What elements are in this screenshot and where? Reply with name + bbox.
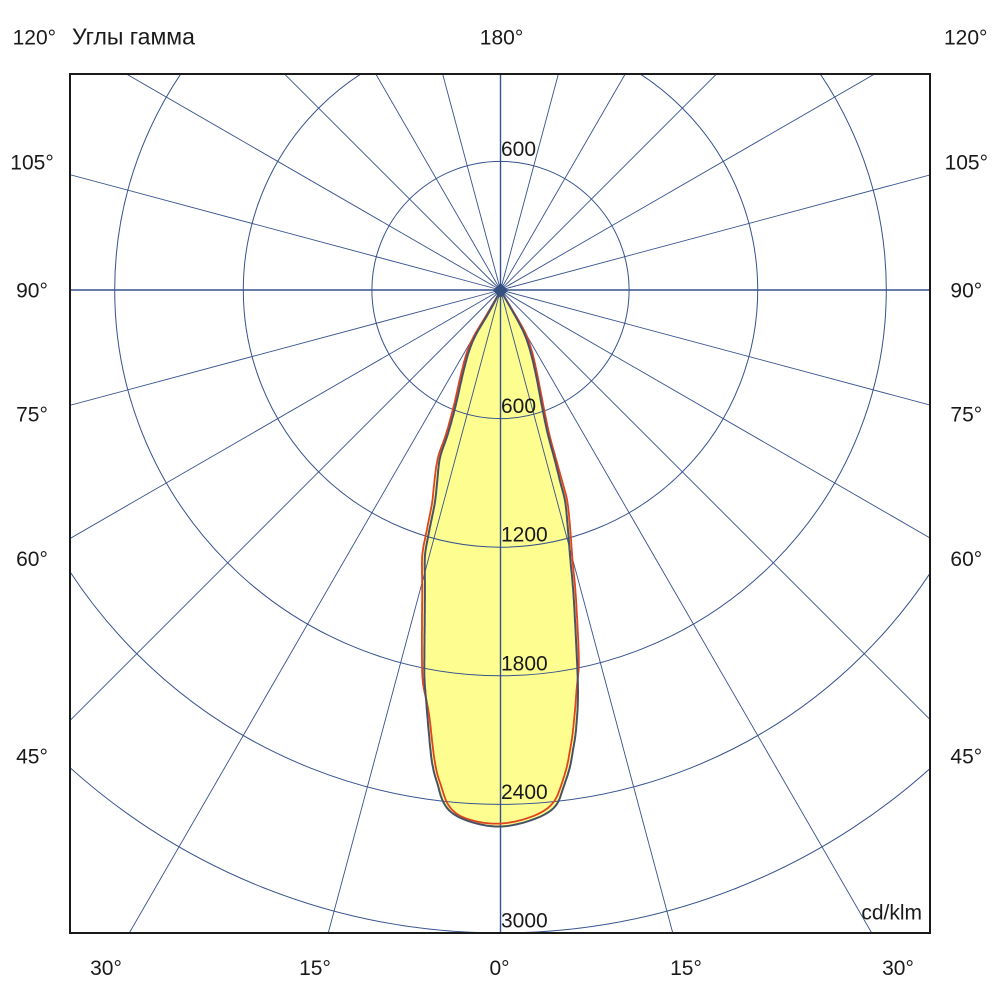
svg-text:105°: 105° bbox=[945, 151, 988, 174]
svg-text:180°: 180° bbox=[480, 27, 523, 50]
svg-text:30°: 30° bbox=[90, 957, 122, 980]
svg-text:90°: 90° bbox=[16, 279, 48, 302]
svg-text:1800: 1800 bbox=[501, 652, 548, 675]
svg-text:45°: 45° bbox=[16, 746, 48, 769]
svg-text:600: 600 bbox=[501, 138, 536, 161]
svg-text:90°: 90° bbox=[950, 279, 982, 302]
svg-text:60°: 60° bbox=[16, 548, 48, 571]
svg-text:120°: 120° bbox=[13, 27, 56, 50]
svg-text:15°: 15° bbox=[299, 957, 331, 980]
svg-text:2400: 2400 bbox=[501, 781, 548, 804]
svg-text:60°: 60° bbox=[950, 548, 982, 571]
svg-text:120°: 120° bbox=[944, 27, 987, 50]
svg-text:75°: 75° bbox=[16, 403, 48, 426]
svg-text:15°: 15° bbox=[670, 957, 702, 980]
svg-text:45°: 45° bbox=[950, 746, 982, 769]
svg-text:600: 600 bbox=[501, 395, 536, 418]
svg-text:3000: 3000 bbox=[501, 910, 548, 933]
svg-text:1200: 1200 bbox=[501, 524, 548, 547]
svg-text:cd/klm: cd/klm bbox=[861, 902, 922, 925]
svg-text:Углы гамма: Углы гамма bbox=[72, 24, 195, 50]
svg-text:0°: 0° bbox=[489, 957, 509, 980]
svg-text:30°: 30° bbox=[882, 957, 914, 980]
svg-text:75°: 75° bbox=[950, 403, 982, 426]
svg-text:105°: 105° bbox=[10, 151, 53, 174]
